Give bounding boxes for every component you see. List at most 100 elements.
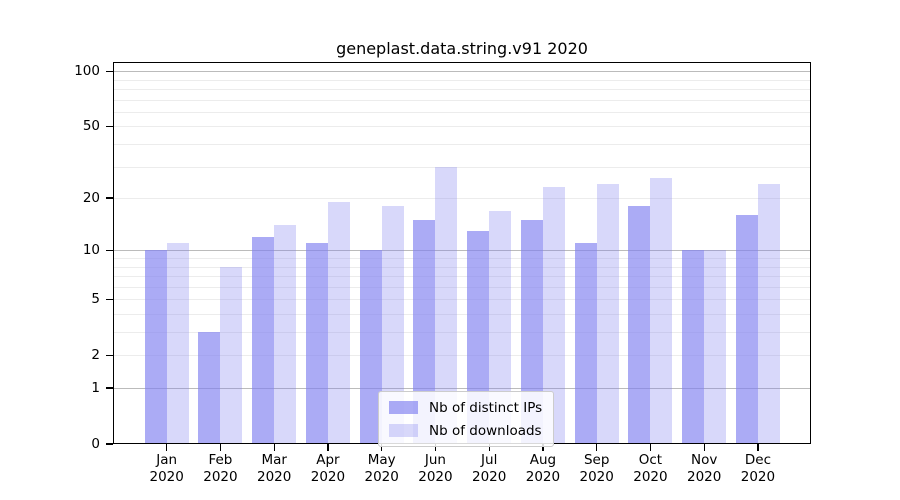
major-gridline-1: [113, 388, 811, 389]
y-tick-mark-1: [106, 387, 113, 389]
y-tick-mark-2: [106, 354, 113, 356]
y-tick-mark-50: [106, 125, 113, 127]
minor-gridline-20: [113, 198, 811, 200]
x-tick-mark-dec: [757, 444, 759, 451]
y-tick-label-50: 50: [82, 118, 100, 135]
bar-downloads-oct: [650, 177, 673, 444]
minor-gridline-90: [113, 79, 811, 81]
x-tick-year-feb: 2020: [203, 468, 238, 485]
bar-distinct-ips-jul: [467, 230, 490, 444]
y-tick-mark-10: [106, 249, 113, 251]
bar-downloads-apr: [327, 202, 350, 444]
bar-distinct-ips-oct: [628, 206, 651, 444]
x-tick-label-oct: Oct 2020: [633, 452, 668, 485]
bar-downloads-sep: [596, 183, 619, 444]
major-gridline-100: [113, 71, 811, 73]
x-tick-label-jul: Jul 2020: [472, 452, 507, 485]
legend-swatch-distinct-ips: [389, 401, 418, 414]
minor-gridline-9: [113, 258, 811, 259]
x-tick-year-mar: 2020: [257, 468, 292, 485]
y-tick-mark-5: [106, 298, 113, 300]
x-tick-mark-nov: [703, 444, 705, 451]
y-tick-mark-100: [106, 70, 113, 72]
x-tick-mark-apr: [327, 444, 329, 451]
bar-distinct-ips-feb: [198, 332, 221, 444]
x-tick-label-apr: Apr 2020: [310, 452, 346, 485]
bar-distinct-ips-dec: [735, 215, 758, 444]
legend: Nb of distinct IPs Nb of downloads: [378, 391, 555, 447]
bar-downloads-mar: [274, 225, 297, 444]
minor-gridline-40: [113, 144, 811, 146]
y-tick-label-20: 20: [82, 190, 100, 207]
y-tick-label-1: 1: [91, 380, 100, 396]
y-tick-mark-0: [106, 443, 113, 445]
y-tick-label-100: 100: [74, 63, 100, 80]
bar-distinct-ips-mar: [252, 236, 275, 444]
x-tick-label-jan: Jan 2020: [149, 452, 184, 485]
legend-label-downloads: Nb of downloads: [429, 422, 542, 439]
legend-item-downloads: Nb of downloads: [389, 420, 542, 441]
x-tick-year-sep: 2020: [579, 468, 614, 485]
minor-gridline-8: [113, 266, 811, 268]
bar-distinct-ips-nov: [682, 250, 705, 444]
bar-distinct-ips-jan: [144, 250, 167, 444]
bar-distinct-ips-sep: [574, 243, 597, 444]
bar-downloads-jun: [435, 166, 458, 444]
x-tick-year-jul: 2020: [472, 468, 507, 485]
x-tick-year-jan: 2020: [149, 468, 184, 485]
minor-gridline-80: [113, 89, 811, 91]
x-tick-mark-sep: [596, 444, 598, 451]
x-tick-year-may: 2020: [364, 468, 399, 485]
bar-downloads-aug: [542, 187, 565, 444]
x-tick-label-feb: Feb 2020: [203, 452, 238, 485]
x-tick-mark-mar: [273, 444, 275, 451]
x-tick-year-aug: 2020: [525, 468, 561, 485]
plot-area: [113, 62, 811, 444]
bar-downloads-nov: [704, 250, 727, 444]
minor-gridline-70: [113, 99, 811, 101]
x-tick-year-oct: 2020: [633, 468, 668, 485]
y-tick-label-0: 0: [91, 436, 100, 452]
bar-distinct-ips-jun: [413, 220, 436, 444]
bar-downloads-may: [381, 206, 404, 444]
x-tick-label-mar: Mar 2020: [257, 452, 292, 485]
x-tick-label-nov: Nov 2020: [687, 452, 722, 485]
minor-gridline-60: [113, 111, 811, 113]
minor-gridline-7: [113, 276, 811, 278]
x-tick-mark-may: [381, 444, 383, 451]
x-tick-year-dec: 2020: [740, 468, 776, 485]
x-tick-mark-oct: [649, 444, 652, 451]
x-tick-mark-feb: [219, 444, 222, 451]
bar-distinct-ips-may: [359, 250, 382, 444]
x-tick-label-jun: Jun 2020: [418, 452, 453, 485]
y-tick-label-5: 5: [91, 291, 100, 308]
x-tick-label-sep: Sep 2020: [579, 452, 614, 485]
x-tick-mark-jan: [166, 444, 168, 451]
x-tick-year-jun: 2020: [418, 468, 453, 485]
bar-distinct-ips-apr: [305, 243, 328, 444]
legend-swatch-downloads: [389, 424, 418, 437]
y-tick-mark-20: [106, 197, 113, 199]
x-tick-mark-aug: [542, 444, 544, 451]
x-tick-label-dec: Dec 2020: [740, 452, 776, 485]
x-tick-year-apr: 2020: [310, 468, 346, 485]
bar-downloads-dec: [757, 183, 780, 444]
minor-gridline-6: [113, 286, 811, 288]
legend-item-distinct-ips: Nb of distinct IPs: [389, 397, 542, 418]
minor-gridline-2: [113, 355, 811, 357]
chart-title: geneplast.data.string.v91 2020: [336, 39, 588, 58]
x-tick-label-aug: Aug 2020: [525, 452, 561, 485]
x-tick-label-may: May 2020: [364, 452, 399, 485]
x-tick-year-nov: 2020: [687, 468, 722, 485]
bar-downloads-jul: [489, 210, 512, 444]
bar-distinct-ips-aug: [520, 220, 543, 444]
minor-gridline-50: [113, 126, 811, 128]
minor-gridline-4: [113, 313, 811, 315]
bar-downloads-jan: [166, 243, 189, 444]
minor-gridline-3: [113, 332, 811, 334]
y-tick-label-10: 10: [82, 242, 100, 259]
bar-downloads-feb: [220, 266, 243, 444]
minor-gridline-5: [113, 299, 811, 301]
minor-gridline-30: [113, 166, 811, 168]
